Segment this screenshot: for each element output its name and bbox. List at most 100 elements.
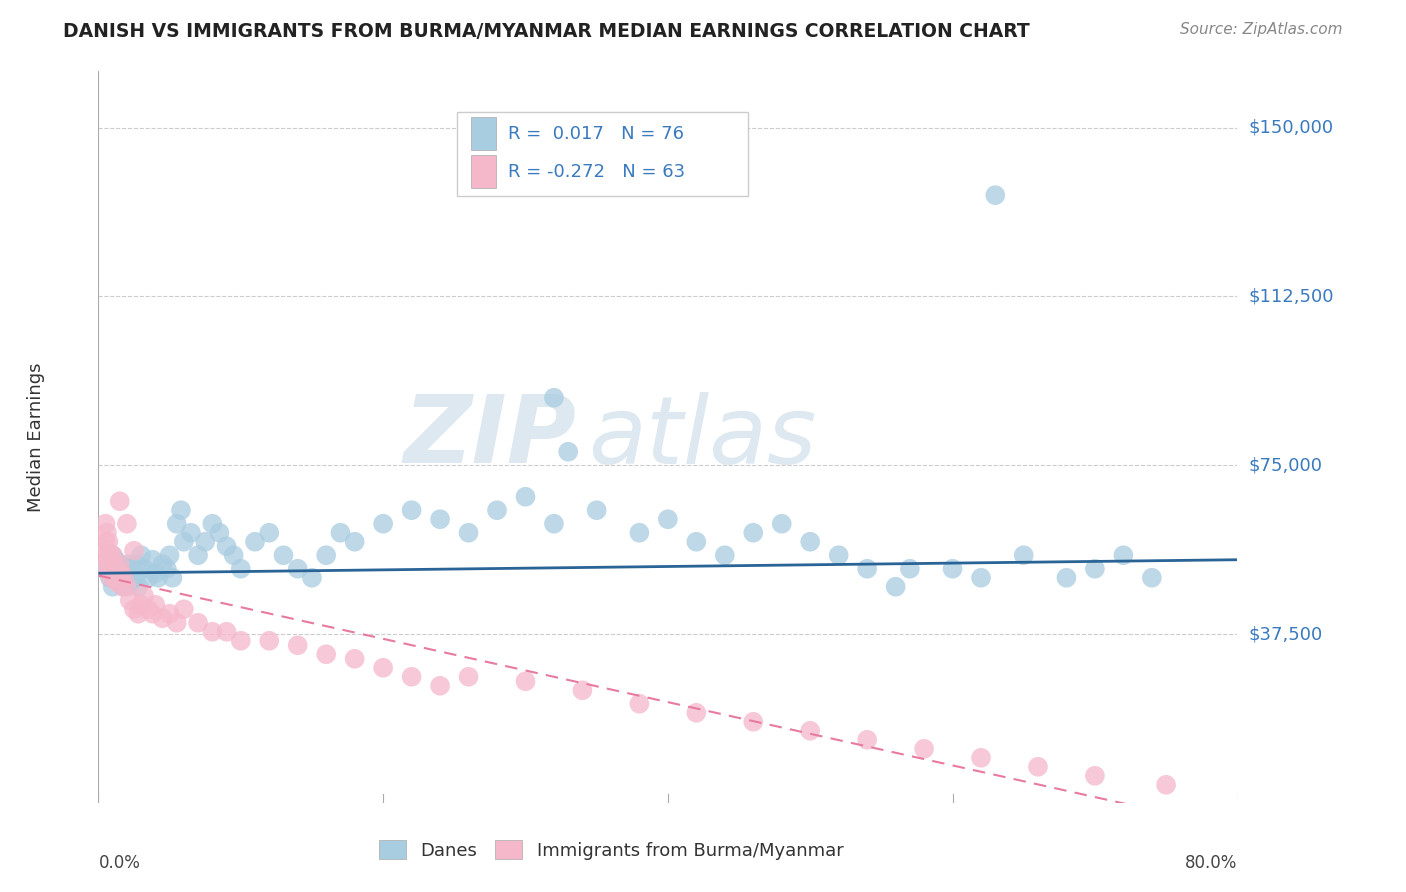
- FancyBboxPatch shape: [471, 117, 496, 150]
- Point: [110, 566, 132, 581]
- Point: [145, 598, 167, 612]
- Point: [970, 751, 993, 765]
- Point: [373, 516, 395, 531]
- Point: [173, 602, 195, 616]
- Point: [108, 575, 131, 590]
- Point: [585, 503, 607, 517]
- Point: [101, 548, 124, 562]
- Point: [486, 503, 509, 517]
- Point: [714, 548, 737, 562]
- Point: [201, 624, 224, 639]
- Point: [201, 516, 224, 531]
- Point: [108, 558, 131, 572]
- Point: [129, 548, 152, 562]
- Text: R = -0.272   N = 63: R = -0.272 N = 63: [509, 162, 686, 180]
- Point: [104, 553, 127, 567]
- Text: $112,500: $112,500: [1249, 287, 1334, 305]
- Point: [287, 638, 309, 652]
- Point: [401, 670, 423, 684]
- Text: $37,500: $37,500: [1249, 625, 1323, 643]
- Text: $150,000: $150,000: [1249, 119, 1333, 136]
- Point: [94, 534, 117, 549]
- Point: [91, 548, 114, 562]
- Point: [343, 652, 366, 666]
- Point: [828, 548, 851, 562]
- FancyBboxPatch shape: [457, 112, 748, 195]
- Point: [970, 571, 993, 585]
- Point: [93, 562, 115, 576]
- Point: [429, 679, 451, 693]
- Point: [122, 566, 145, 581]
- Point: [1084, 562, 1107, 576]
- Point: [515, 674, 537, 689]
- Point: [129, 598, 152, 612]
- Point: [105, 566, 128, 581]
- Point: [770, 516, 793, 531]
- Point: [315, 548, 337, 562]
- FancyBboxPatch shape: [471, 155, 496, 188]
- Point: [984, 188, 1007, 202]
- Point: [187, 615, 209, 630]
- Point: [132, 562, 155, 576]
- Point: [96, 525, 118, 540]
- Point: [127, 607, 149, 621]
- Point: [104, 562, 127, 576]
- Point: [112, 580, 135, 594]
- Point: [166, 516, 188, 531]
- Point: [856, 732, 879, 747]
- Point: [799, 723, 821, 738]
- Point: [173, 534, 195, 549]
- Point: [162, 571, 184, 585]
- Point: [152, 558, 174, 572]
- Point: [170, 503, 193, 517]
- Point: [108, 494, 131, 508]
- Point: [194, 534, 217, 549]
- Point: [1154, 778, 1177, 792]
- Point: [259, 525, 281, 540]
- Point: [273, 548, 295, 562]
- Point: [107, 571, 129, 585]
- Text: $75,000: $75,000: [1249, 456, 1323, 475]
- Text: atlas: atlas: [588, 392, 817, 483]
- Point: [215, 624, 238, 639]
- Point: [108, 558, 131, 572]
- Point: [141, 607, 163, 621]
- Point: [118, 593, 141, 607]
- Point: [742, 714, 765, 729]
- Point: [799, 534, 821, 549]
- Point: [114, 566, 136, 581]
- Point: [101, 548, 124, 562]
- Point: [301, 571, 323, 585]
- Point: [543, 391, 565, 405]
- Text: ZIP: ZIP: [404, 391, 576, 483]
- Point: [97, 534, 120, 549]
- Point: [98, 562, 121, 576]
- Point: [1084, 769, 1107, 783]
- Point: [215, 539, 238, 553]
- Text: Source: ZipAtlas.com: Source: ZipAtlas.com: [1180, 22, 1343, 37]
- Point: [101, 580, 124, 594]
- Point: [1056, 571, 1078, 585]
- Point: [628, 525, 651, 540]
- Point: [122, 543, 145, 558]
- Point: [457, 670, 479, 684]
- Point: [122, 602, 145, 616]
- Point: [111, 580, 134, 594]
- Point: [156, 562, 179, 576]
- Point: [1012, 548, 1035, 562]
- Point: [429, 512, 451, 526]
- Point: [136, 602, 159, 616]
- Point: [115, 571, 138, 585]
- Point: [94, 516, 117, 531]
- Point: [117, 558, 139, 572]
- Legend: Danes, Immigrants from Burma/Myanmar: Danes, Immigrants from Burma/Myanmar: [371, 833, 851, 867]
- Point: [103, 558, 125, 572]
- Point: [208, 525, 231, 540]
- Point: [229, 633, 252, 648]
- Point: [373, 661, 395, 675]
- Point: [742, 525, 765, 540]
- Point: [1140, 571, 1163, 585]
- Point: [912, 741, 935, 756]
- Point: [942, 562, 965, 576]
- Point: [159, 607, 181, 621]
